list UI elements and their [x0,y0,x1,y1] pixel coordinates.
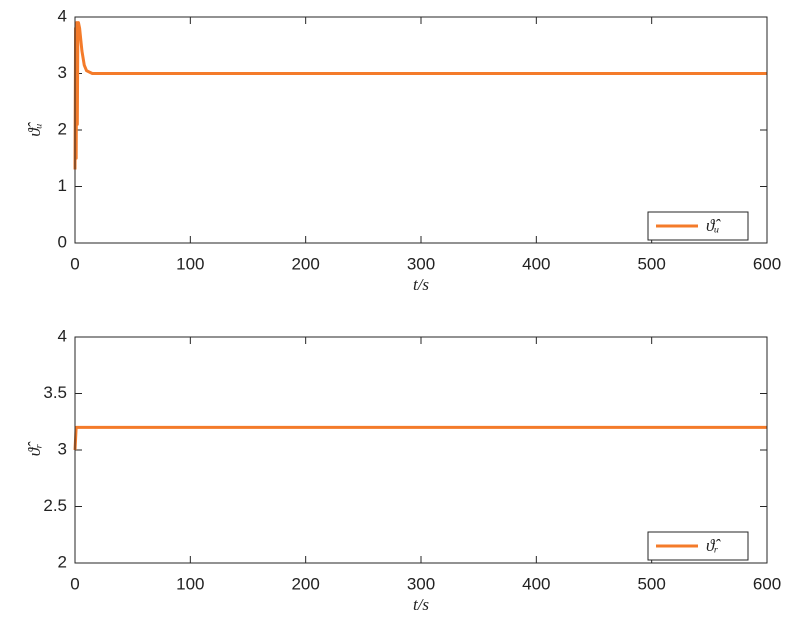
y-tick-label: 2.5 [43,496,67,515]
data-line [73,425,767,451]
y-axis-label: ϑ̂ᵣ [25,441,44,456]
x-tick-label: 500 [637,254,665,273]
x-axis-label: t/s [413,595,429,614]
x-tick-label: 400 [522,254,550,273]
x-tick-label: 200 [291,574,319,593]
x-tick-label: 0 [70,254,79,273]
y-axis-label: ϑ̂ᵤ [25,121,44,136]
axes-box [74,336,768,564]
y-tick-label: 2 [58,552,67,571]
x-axis-label: t/s [413,275,429,294]
data-line [73,21,767,170]
y-tick-label: 3.5 [43,383,67,402]
y-tick-label: 4 [58,326,67,345]
legend-label: ϑ̂ᵤ [706,216,721,235]
plot-area [75,17,767,243]
x-tick-label: 600 [753,254,781,273]
legend-label: ϑ̂ᵣ [706,536,721,555]
x-tick-label: 300 [407,254,435,273]
x-tick-label: 200 [291,254,319,273]
y-tick-label: 0 [58,232,67,251]
y-tick-label: 3 [58,439,67,458]
x-tick-label: 300 [407,574,435,593]
x-tick-label: 0 [70,574,79,593]
y-tick-label: 3 [58,63,67,82]
x-tick-label: 500 [637,574,665,593]
x-tick-label: 400 [522,574,550,593]
y-tick-label: 4 [58,6,67,25]
y-tick-label: 1 [58,176,67,195]
plot-area [75,337,767,563]
axes-box [74,16,768,244]
x-tick-label: 600 [753,574,781,593]
y-tick-label: 2 [58,119,67,138]
x-tick-label: 100 [176,254,204,273]
x-tick-label: 100 [176,574,204,593]
